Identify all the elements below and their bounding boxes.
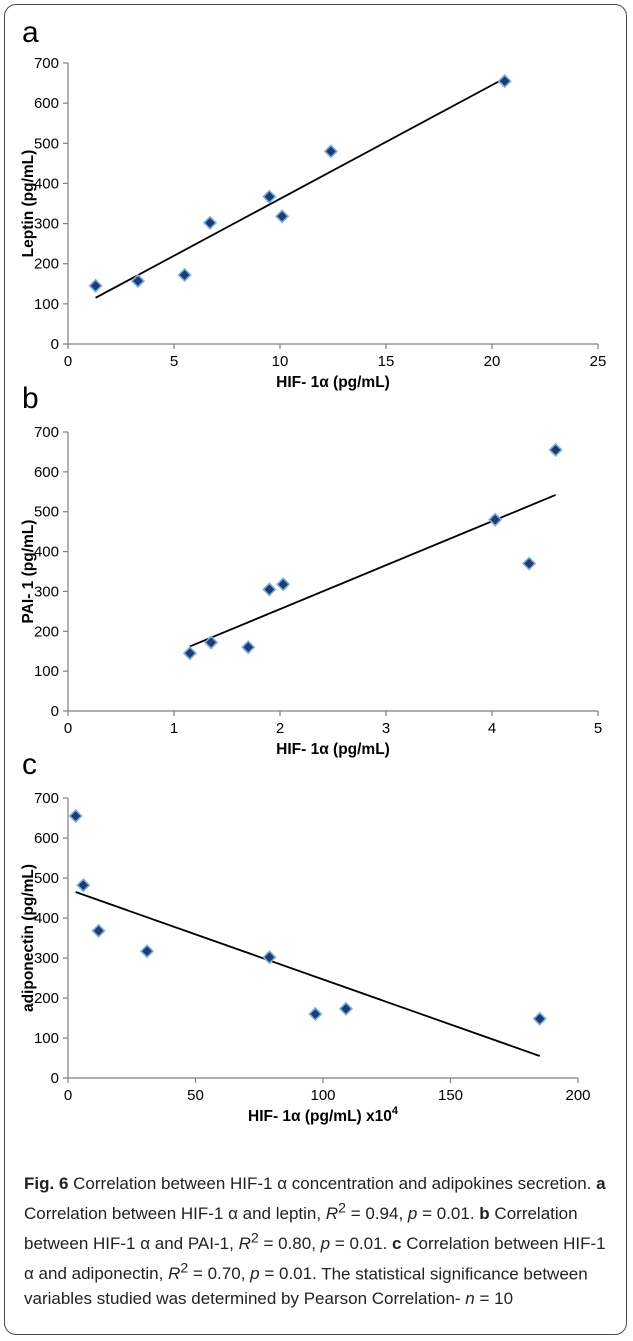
panel-b-chart: b 0 100 200 300 400 500 600 700 0 1 2 3 4 5 HIF- 1α (pg… xyxy=(20,382,602,758)
y-tick-label: 700 xyxy=(34,55,59,72)
x-tick-label: 0 xyxy=(64,720,72,737)
y-tick-label: 400 xyxy=(34,910,59,927)
caption-title: Correlation between HIF-1 α concentratio… xyxy=(73,1174,592,1193)
y-tick-label: 500 xyxy=(34,870,59,887)
caption-panel-c: c Correlation between HIF-1 α and adipon… xyxy=(24,1234,606,1284)
data-point xyxy=(338,1001,354,1016)
data-point xyxy=(276,577,291,592)
y-tick-label: 500 xyxy=(34,135,59,152)
x-tick-label: 5 xyxy=(594,720,602,737)
y-tick-label: 200 xyxy=(34,990,59,1007)
y-tick-label: 400 xyxy=(34,175,59,192)
y-tick-label: 0 xyxy=(51,1070,59,1087)
caption-fig-label: Fig. 6 xyxy=(24,1174,69,1193)
y-axis-label: Leptin (pg/mL) xyxy=(20,150,37,258)
figure-caption: Fig. 6 Correlation between HIF-1 α conce… xyxy=(24,1174,606,1308)
x-tick-label: 0 xyxy=(64,353,72,370)
y-tick-label: 200 xyxy=(34,623,59,640)
panel-a-letter: a xyxy=(22,16,39,49)
panel-c-chart: c 0 100 200 300 400 500 600 700 0 50 100 150 200 HIF- … xyxy=(20,748,591,1125)
trend-line xyxy=(75,891,541,1057)
y-tick-label: 200 xyxy=(34,256,59,273)
x-axis-label: HIF- 1α (pg/mL) xyxy=(276,741,390,758)
x-tick-label: 15 xyxy=(378,353,395,370)
data-point xyxy=(497,73,512,89)
data-point xyxy=(521,556,537,571)
x-tick-label: 20 xyxy=(484,353,501,370)
caption-panel-b-letter: b xyxy=(479,1204,490,1224)
x-tick-label: 5 xyxy=(170,353,178,370)
y-tick-label: 100 xyxy=(34,296,59,313)
y-tick-label: 100 xyxy=(34,1030,59,1047)
caption-panel-b: b Correlation between HIF-1 α and PAI-1,… xyxy=(24,1204,578,1254)
y-tick-label: 0 xyxy=(51,336,59,353)
data-point xyxy=(308,1006,323,1022)
caption-panel-c-letter: c xyxy=(392,1234,402,1254)
data-point xyxy=(177,267,192,283)
x-tick-label: 1 xyxy=(170,720,178,737)
caption-panel-a: a Correlation between HIF-1 α and leptin… xyxy=(24,1174,606,1224)
x-tick-label: 3 xyxy=(382,720,390,737)
panel-b-letter: b xyxy=(22,382,39,415)
trend-line xyxy=(95,77,506,299)
caption-tail: The statistical significance between var… xyxy=(24,1264,588,1308)
data-point xyxy=(88,278,103,293)
data-point xyxy=(274,209,290,224)
y-tick-label: 300 xyxy=(34,950,59,967)
x-tick-label: 10 xyxy=(272,353,289,370)
data-point xyxy=(488,512,503,527)
caption-panel-a-letter: a xyxy=(596,1174,606,1193)
data-point xyxy=(202,215,218,230)
y-tick-label: 300 xyxy=(34,216,59,233)
x-tick-label: 0 xyxy=(64,1087,72,1104)
x-axis-label: HIF- 1α (pg/mL) x104 xyxy=(248,1105,399,1125)
y-tick-label: 600 xyxy=(34,830,59,847)
y-axis-label: PAI- 1 (pg/mL) xyxy=(20,520,37,624)
figure-frame xyxy=(4,4,627,1335)
y-tick-label: 400 xyxy=(34,544,59,561)
data-point xyxy=(323,144,339,159)
data-point xyxy=(68,808,83,824)
y-tick-label: 500 xyxy=(34,504,59,521)
y-tick-label: 0 xyxy=(51,703,59,720)
panel-c-letter: c xyxy=(22,748,37,781)
x-tick-label: 25 xyxy=(590,353,607,370)
y-tick-label: 100 xyxy=(34,663,59,680)
data-point xyxy=(262,950,277,965)
y-axis-label: adiponectin (pg/mL) xyxy=(20,864,37,1012)
x-tick-label: 100 xyxy=(310,1087,335,1104)
data-point xyxy=(203,635,219,650)
data-point xyxy=(130,273,146,289)
data-point xyxy=(182,646,198,661)
trend-line xyxy=(189,494,556,648)
x-tick-label: 150 xyxy=(438,1087,463,1104)
data-point xyxy=(548,442,563,458)
y-tick-label: 300 xyxy=(34,583,59,600)
y-tick-label: 700 xyxy=(34,424,59,441)
y-tick-label: 600 xyxy=(34,95,59,112)
x-tick-label: 200 xyxy=(565,1087,590,1104)
x-tick-label: 50 xyxy=(187,1087,204,1104)
data-point xyxy=(262,582,277,597)
data-point xyxy=(262,189,277,204)
x-tick-label: 4 xyxy=(488,720,496,737)
panel-a-chart: a 0 100 200 300 400 500 600 700 0 5 10 15 20 25 HIF- 1α… xyxy=(20,16,606,391)
data-point xyxy=(241,640,256,655)
x-tick-label: 2 xyxy=(276,720,284,737)
data-point xyxy=(76,878,91,893)
data-point xyxy=(91,923,106,938)
data-point xyxy=(532,1011,547,1026)
data-point xyxy=(139,944,155,959)
y-tick-label: 700 xyxy=(34,790,59,807)
x-axis-label: HIF- 1α (pg/mL) xyxy=(276,374,390,391)
y-tick-label: 600 xyxy=(34,464,59,481)
